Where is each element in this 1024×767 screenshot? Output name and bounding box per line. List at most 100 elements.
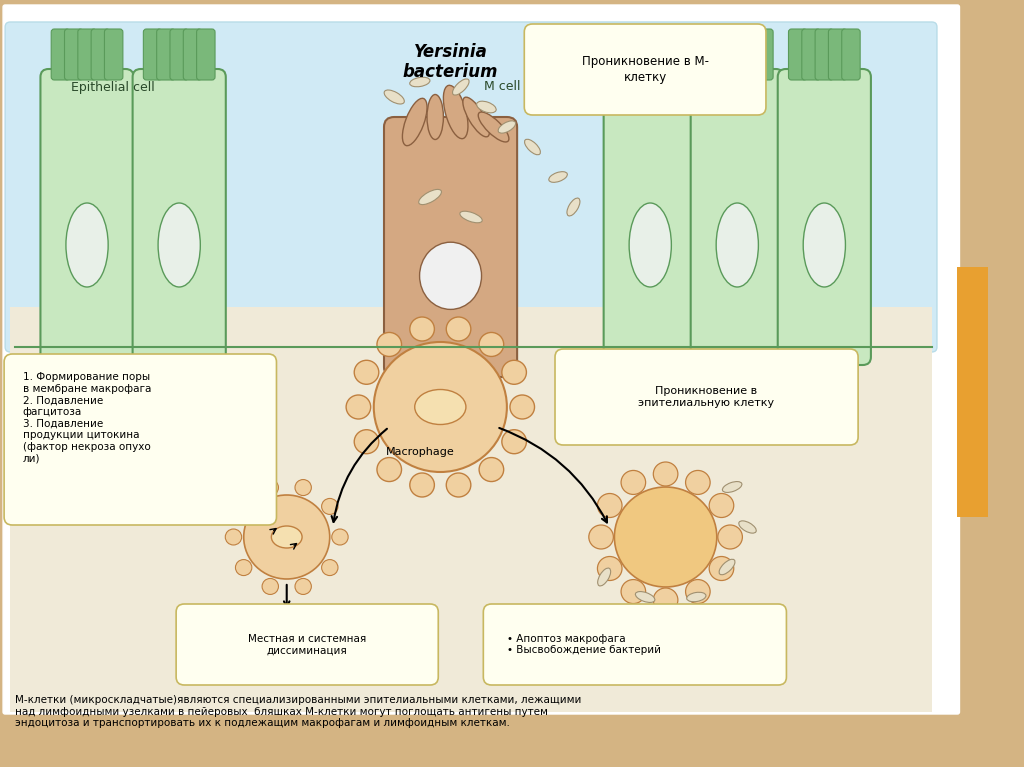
Ellipse shape <box>66 203 109 287</box>
Ellipse shape <box>478 112 509 142</box>
FancyBboxPatch shape <box>133 69 226 365</box>
FancyBboxPatch shape <box>5 22 937 352</box>
Ellipse shape <box>498 121 516 133</box>
Ellipse shape <box>719 559 735 574</box>
Text: • Апоптоз макрофага
• Высвобождение бактерий: • Апоптоз макрофага • Высвобождение бакт… <box>507 634 660 655</box>
FancyBboxPatch shape <box>715 29 733 80</box>
Ellipse shape <box>384 90 404 104</box>
FancyBboxPatch shape <box>157 29 175 80</box>
Text: М-клетки (микроскладчатые)являются специализированными эпителиальными клетками, : М-клетки (микроскладчатые)являются специ… <box>15 695 582 728</box>
Ellipse shape <box>476 101 497 113</box>
Circle shape <box>710 493 734 518</box>
FancyBboxPatch shape <box>728 29 746 80</box>
Circle shape <box>479 458 504 482</box>
Circle shape <box>597 557 622 581</box>
FancyBboxPatch shape <box>815 29 834 80</box>
FancyBboxPatch shape <box>788 29 807 80</box>
Circle shape <box>621 470 646 495</box>
FancyBboxPatch shape <box>691 69 784 365</box>
FancyBboxPatch shape <box>641 29 659 80</box>
Circle shape <box>332 529 348 545</box>
FancyBboxPatch shape <box>197 29 215 80</box>
Ellipse shape <box>410 77 430 87</box>
Circle shape <box>322 499 338 515</box>
Ellipse shape <box>453 79 469 95</box>
Ellipse shape <box>549 172 567 183</box>
Circle shape <box>225 529 242 545</box>
Circle shape <box>262 578 279 594</box>
Circle shape <box>236 560 252 575</box>
Ellipse shape <box>803 203 846 287</box>
Circle shape <box>686 470 711 495</box>
FancyBboxPatch shape <box>4 354 276 525</box>
FancyBboxPatch shape <box>143 29 162 80</box>
FancyBboxPatch shape <box>555 349 858 445</box>
Ellipse shape <box>629 203 672 287</box>
Circle shape <box>346 395 371 419</box>
Circle shape <box>597 493 622 518</box>
Circle shape <box>295 479 311 495</box>
FancyBboxPatch shape <box>170 29 188 80</box>
FancyBboxPatch shape <box>741 29 760 80</box>
Circle shape <box>322 560 338 575</box>
Ellipse shape <box>427 94 443 140</box>
Ellipse shape <box>271 526 302 548</box>
Ellipse shape <box>402 98 427 146</box>
FancyBboxPatch shape <box>51 29 70 80</box>
Circle shape <box>614 487 717 587</box>
Ellipse shape <box>598 568 610 586</box>
Circle shape <box>589 525 613 549</box>
Text: M cell: M cell <box>483 81 520 94</box>
FancyBboxPatch shape <box>183 29 202 80</box>
FancyBboxPatch shape <box>701 29 720 80</box>
Text: 1. Формирование поры
в мембране макрофага
2. Подавление
фагцитоза
3. Подавление
: 1. Формирование поры в мембране макрофаг… <box>23 372 151 463</box>
Circle shape <box>502 430 526 454</box>
Circle shape <box>410 317 434 341</box>
Circle shape <box>354 430 379 454</box>
Circle shape <box>374 342 507 472</box>
Circle shape <box>710 557 734 581</box>
FancyBboxPatch shape <box>65 29 83 80</box>
Ellipse shape <box>158 203 201 287</box>
Ellipse shape <box>460 211 482 222</box>
Ellipse shape <box>443 85 468 139</box>
FancyBboxPatch shape <box>3 5 959 714</box>
FancyBboxPatch shape <box>628 29 646 80</box>
Circle shape <box>686 580 711 604</box>
Ellipse shape <box>687 592 706 602</box>
FancyBboxPatch shape <box>604 69 696 365</box>
FancyBboxPatch shape <box>802 29 820 80</box>
Text: Macrophage: Macrophage <box>385 447 455 457</box>
Circle shape <box>718 525 742 549</box>
Bar <box>10 307 932 712</box>
Ellipse shape <box>419 189 441 205</box>
FancyBboxPatch shape <box>654 29 673 80</box>
FancyBboxPatch shape <box>524 24 766 115</box>
FancyBboxPatch shape <box>778 69 871 365</box>
FancyBboxPatch shape <box>41 69 133 365</box>
Ellipse shape <box>524 140 541 155</box>
Circle shape <box>653 462 678 486</box>
Ellipse shape <box>420 242 481 309</box>
Circle shape <box>502 360 526 384</box>
FancyBboxPatch shape <box>483 604 786 685</box>
FancyBboxPatch shape <box>755 29 773 80</box>
FancyBboxPatch shape <box>176 604 438 685</box>
Ellipse shape <box>722 482 742 492</box>
Ellipse shape <box>738 521 757 533</box>
Ellipse shape <box>716 203 759 287</box>
Bar <box>957 267 988 517</box>
Circle shape <box>410 473 434 497</box>
FancyBboxPatch shape <box>842 29 860 80</box>
Circle shape <box>377 458 401 482</box>
FancyBboxPatch shape <box>104 29 123 80</box>
Circle shape <box>377 332 401 357</box>
FancyBboxPatch shape <box>384 117 517 377</box>
FancyBboxPatch shape <box>828 29 847 80</box>
Text: Проникновение в
эпителиальную клетку: Проникновение в эпителиальную клетку <box>639 387 774 408</box>
Circle shape <box>236 499 252 515</box>
Circle shape <box>621 580 646 604</box>
Ellipse shape <box>567 198 580 216</box>
Text: Yersinia
bacterium: Yersinia bacterium <box>402 43 499 81</box>
FancyBboxPatch shape <box>614 29 633 80</box>
